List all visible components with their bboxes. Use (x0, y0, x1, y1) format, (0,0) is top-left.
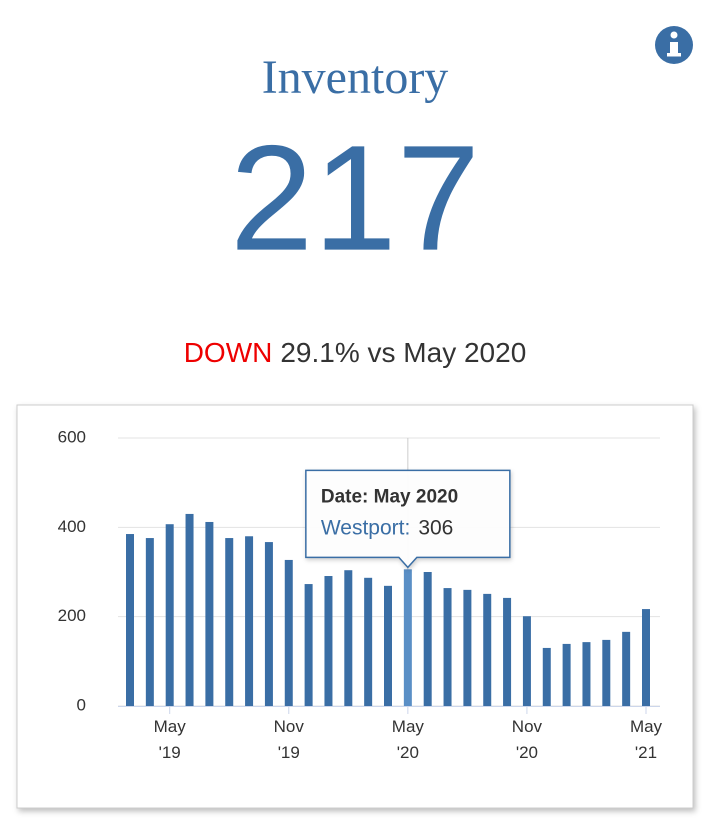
y-tick-label: 0 (77, 695, 86, 714)
change-text: 29.1% vs May 2020 (280, 337, 526, 368)
bar (344, 570, 353, 706)
bar (145, 538, 154, 706)
tooltip-box (305, 469, 511, 569)
tooltip-series: Westport: (321, 516, 410, 539)
x-tick-label-line: May (630, 717, 663, 736)
chart-box (16, 404, 694, 809)
info-base (667, 53, 681, 57)
y-tick-label: 400 (58, 517, 86, 536)
x-tick-label-line: '21 (635, 743, 657, 762)
x-tick-label-line: '19 (278, 743, 300, 762)
bar (364, 577, 373, 706)
headline-value: 217 (230, 114, 480, 282)
bar (403, 569, 412, 706)
bar (602, 639, 611, 706)
bar (423, 572, 432, 706)
bar (185, 513, 194, 706)
bar (165, 524, 174, 706)
bar (284, 559, 293, 706)
change-direction: DOWN (184, 337, 273, 368)
bar (324, 576, 333, 706)
x-tick-label-line: May (154, 717, 187, 736)
x-tick-label: Nov '19 (274, 717, 305, 762)
bar (582, 642, 591, 706)
bar (225, 538, 234, 706)
bar (522, 616, 531, 706)
info-dot (670, 31, 678, 39)
bar (264, 542, 273, 706)
bar (483, 593, 492, 706)
bar (562, 643, 571, 706)
plot: 0 200 400 600 May '19 Nov '19 May '20 Nov '20 May '21… (58, 427, 663, 762)
x-tick-label: May '19 (154, 717, 187, 762)
bar (622, 631, 631, 706)
bar (205, 521, 214, 706)
info-stem (670, 42, 678, 56)
x-tick-label-line: '20 (397, 743, 419, 762)
bar (503, 597, 512, 706)
title: Inventory (262, 51, 449, 104)
x-tick-label: May '20 (392, 717, 425, 762)
tooltip-value-line: Westport: 306 (321, 516, 454, 539)
bar (542, 647, 551, 706)
x-tick-label-line: May (392, 717, 425, 736)
bar (463, 589, 472, 706)
y-tick-label: 200 (58, 606, 86, 625)
info-icon[interactable] (655, 26, 693, 64)
bar (126, 534, 134, 706)
change-line: DOWN 29.1% vs May 2020 (184, 337, 527, 368)
bar (443, 588, 452, 706)
x-tick-label-line: Nov (512, 717, 543, 736)
tooltip-value: 306 (418, 516, 453, 539)
tooltip-title: Date: May 2020 (321, 486, 458, 507)
y-tick-label: 600 (58, 427, 86, 446)
bar (245, 536, 254, 706)
bar (642, 609, 650, 706)
x-tick-label-line: '20 (516, 743, 538, 762)
x-tick-label-line: '19 (159, 743, 181, 762)
x-tick-label: May '21 (630, 717, 663, 762)
bar (384, 585, 392, 706)
bar (304, 584, 313, 706)
x-tick-label-line: Nov (274, 717, 305, 736)
x-tick-label: Nov '20 (512, 717, 543, 762)
